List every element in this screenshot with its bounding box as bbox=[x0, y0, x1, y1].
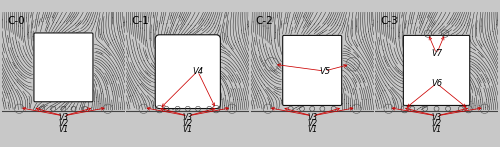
Text: V2: V2 bbox=[58, 119, 68, 128]
Text: V2: V2 bbox=[307, 119, 317, 128]
Text: V2: V2 bbox=[183, 119, 193, 128]
Text: V4: V4 bbox=[192, 67, 203, 76]
FancyBboxPatch shape bbox=[155, 35, 220, 108]
Text: V2: V2 bbox=[432, 119, 442, 128]
Text: C-1: C-1 bbox=[132, 16, 149, 26]
FancyBboxPatch shape bbox=[282, 35, 342, 105]
Text: V1: V1 bbox=[183, 125, 193, 134]
Text: V1: V1 bbox=[432, 125, 442, 134]
Text: V3: V3 bbox=[183, 113, 193, 122]
Text: C-2: C-2 bbox=[256, 16, 274, 26]
Text: V3: V3 bbox=[432, 113, 442, 122]
Text: V7: V7 bbox=[431, 49, 442, 58]
Text: V1: V1 bbox=[58, 125, 68, 134]
FancyBboxPatch shape bbox=[34, 33, 93, 102]
Text: V3: V3 bbox=[58, 113, 68, 122]
Text: V5: V5 bbox=[319, 67, 330, 76]
Text: V3: V3 bbox=[307, 113, 317, 122]
Text: C-3: C-3 bbox=[380, 16, 398, 26]
FancyBboxPatch shape bbox=[404, 35, 469, 105]
Text: V1: V1 bbox=[307, 125, 317, 134]
Text: V6: V6 bbox=[431, 79, 442, 88]
Text: C-0: C-0 bbox=[7, 16, 24, 26]
